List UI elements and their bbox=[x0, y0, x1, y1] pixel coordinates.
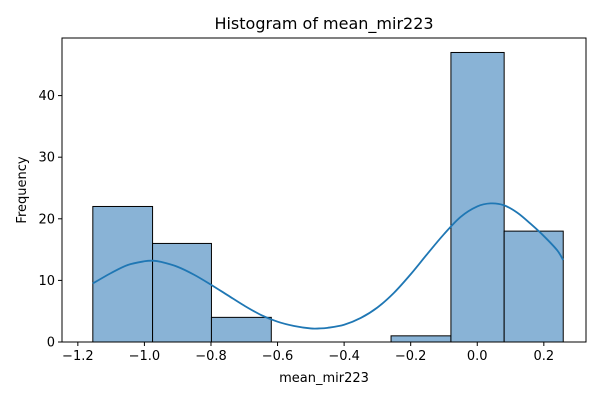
y-tick-label: 0 bbox=[47, 336, 55, 351]
x-tick-label: −0.6 bbox=[262, 349, 294, 364]
chart-title: Histogram of mean_mir223 bbox=[214, 14, 433, 34]
y-tick-label: 10 bbox=[38, 274, 55, 289]
x-tick-label: −0.8 bbox=[195, 349, 227, 364]
histogram-bar-6 bbox=[450, 51, 505, 343]
histogram-bar-1 bbox=[152, 242, 212, 343]
y-tick-label: 30 bbox=[38, 151, 55, 166]
x-tick-label: −1.0 bbox=[129, 349, 161, 364]
y-tick-label: 40 bbox=[38, 89, 55, 104]
kde-curve bbox=[92, 202, 564, 330]
histogram-bar-2 bbox=[210, 316, 272, 343]
x-tick-label: −0.4 bbox=[328, 349, 360, 364]
y-axis-ticks: 0 10 20 30 40 bbox=[38, 89, 62, 351]
y-tick-label: 20 bbox=[38, 212, 55, 227]
x-axis-ticks: −1.2 −1.0 −0.8 −0.6 −0.4 −0.2 0.0 0.2 bbox=[62, 342, 554, 364]
histogram-bar-5 bbox=[390, 335, 452, 343]
x-axis-label: mean_mir223 bbox=[279, 371, 369, 386]
plot-frame bbox=[61, 37, 587, 343]
x-tick-label: −0.2 bbox=[395, 349, 427, 364]
histogram-bar-0 bbox=[92, 205, 154, 343]
y-axis-label: Frequency bbox=[15, 156, 30, 223]
histogram-bars bbox=[92, 51, 564, 343]
x-tick-label: 0.2 bbox=[533, 349, 554, 364]
histogram-bar-7 bbox=[503, 230, 564, 343]
x-tick-label: −1.2 bbox=[62, 349, 94, 364]
x-tick-label: 0.0 bbox=[467, 349, 488, 364]
